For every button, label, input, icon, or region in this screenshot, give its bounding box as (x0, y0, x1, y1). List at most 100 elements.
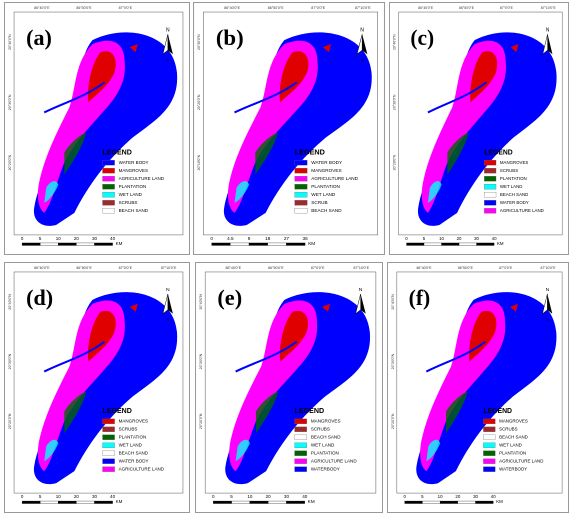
legend-entry: WATERBODY (499, 466, 527, 471)
longitude-label: 86°40'0"E (34, 6, 50, 10)
latitude-label: 20°20'0"N (8, 154, 12, 170)
longitude-label: 87°10'0"E (161, 266, 177, 270)
scale-label: 9 (248, 236, 251, 241)
legend-entry: WATER BODY (311, 160, 342, 165)
legend-swatch (103, 168, 115, 173)
legend-title: LEGEND (295, 149, 325, 157)
legend-swatch (295, 192, 307, 197)
map-panel: 86°40'0"E86°50'0"E87°0'0"E20°40'0"N20°30… (5, 3, 190, 255)
scale-label: 27 (284, 236, 290, 241)
scale-segment (476, 501, 494, 503)
north-label: N (166, 287, 170, 293)
latitude-label: 20°10'0"N (197, 154, 201, 170)
legend-entry: SCRUBS (119, 200, 138, 205)
scale-label: 20 (455, 494, 460, 499)
legend-entry: PLANTATION (119, 435, 147, 440)
panel-label: (b) (216, 26, 244, 51)
longitude-label: 86°40'0"E (224, 6, 241, 10)
scale-label: 4.5 (227, 236, 234, 241)
legend-swatch (484, 200, 496, 205)
legend-entry: AGRICULTURE LAND (500, 208, 544, 213)
legend-entry: PLANTATION (499, 450, 526, 455)
legend-swatch (295, 200, 307, 205)
latitude-label: 20°40'0"N (8, 34, 12, 50)
scale-segment (22, 243, 40, 246)
legend-title: LEGEND (103, 408, 132, 415)
north-label: N (546, 287, 550, 293)
latitude-label: 20°30'0"N (8, 353, 12, 369)
legend-swatch (483, 419, 495, 424)
legend-entry: MANGROVES (500, 160, 528, 165)
latitude-label: 20°20'0"N (393, 154, 397, 170)
legend-swatch (103, 160, 115, 165)
scale-segment (22, 501, 40, 503)
scale-segment (405, 501, 423, 503)
legend-swatch (295, 427, 307, 432)
legend-swatch (484, 192, 496, 197)
legend-swatch (295, 160, 307, 165)
legend-swatch (103, 200, 115, 205)
south-label: S (167, 57, 170, 62)
scale-label: 10 (247, 494, 253, 499)
legend-swatch (295, 184, 307, 189)
south-label: S (546, 317, 549, 322)
longitude-label: 86°40'0"E (418, 6, 434, 10)
scale-segment (94, 501, 112, 503)
longitude-label: 87°10'0"E (354, 266, 370, 270)
legend-entry: WET LAND (500, 184, 522, 189)
latitude-label: 20°30'0"N (197, 34, 201, 50)
legend-entry: SCRUBS (500, 168, 518, 173)
scale-segment (268, 243, 287, 246)
legend-swatch (483, 443, 495, 448)
legend-entry: PLANTATION (311, 450, 339, 455)
legend-entry: PLANTATION (500, 176, 527, 181)
scale-label: 0 (210, 236, 213, 241)
longitude-label: 87°0'0"E (119, 6, 133, 10)
north-label: N (546, 27, 550, 33)
legend-entry: WET LAND (311, 442, 335, 447)
legend-entry: SCRUBS (499, 426, 517, 431)
scale-segment (249, 243, 268, 246)
latitude-label: 20°20'0"N (8, 413, 12, 429)
scale-label: 20 (74, 494, 80, 499)
legend-entry: BEACH SAND (119, 208, 149, 213)
legend-swatch (295, 443, 307, 448)
latitude-label: 20°40'0"N (8, 294, 12, 310)
longitude-label: 86°40'0"E (225, 266, 241, 270)
legend-swatch (295, 467, 307, 472)
longitude-label: 86°50'0"E (458, 266, 474, 270)
panel-label: (e) (217, 285, 242, 310)
legend-entry: MANGROVES (499, 419, 528, 424)
scale-segment (440, 501, 458, 503)
legend-title: LEGEND (483, 408, 512, 415)
longitude-label: 87°0'0"E (500, 6, 514, 10)
legend-entry: WATER BODY (119, 160, 149, 165)
south-label: S (359, 317, 362, 322)
legend-entry: PLANTATION (119, 184, 147, 189)
longitude-label: 86°50'0"E (459, 6, 475, 10)
latitude-label: 20°40'0"N (199, 294, 203, 310)
longitude-label: 86°40'0"E (417, 266, 433, 270)
longitude-label: 86°50'0"E (76, 266, 92, 270)
legend-swatch (484, 184, 496, 189)
legend-entry: SCRUBS (311, 427, 330, 432)
longitude-label: 86°40'0"E (34, 266, 50, 270)
legend-entry: WATER BODY (119, 458, 149, 463)
legend-entry: WET LAND (119, 442, 143, 447)
longitude-label: 87°10'0"E (355, 6, 372, 10)
south-label: S (167, 317, 170, 322)
legend-swatch (295, 208, 307, 213)
scale-segment (76, 243, 94, 246)
latitude-label: 20°20'0"N (391, 413, 395, 429)
latitude-label: 20°20'0"N (199, 413, 203, 429)
legend-entry: SCRUB (311, 200, 327, 205)
scale-segment (268, 501, 286, 503)
scale-label: 20 (74, 236, 80, 241)
legend-entry: WATERBODY (311, 466, 340, 471)
scale-segment (94, 243, 112, 246)
legend-entry: AGRICULTURE LAND (119, 466, 165, 471)
legend-swatch (484, 208, 496, 213)
legend-swatch (295, 435, 307, 440)
